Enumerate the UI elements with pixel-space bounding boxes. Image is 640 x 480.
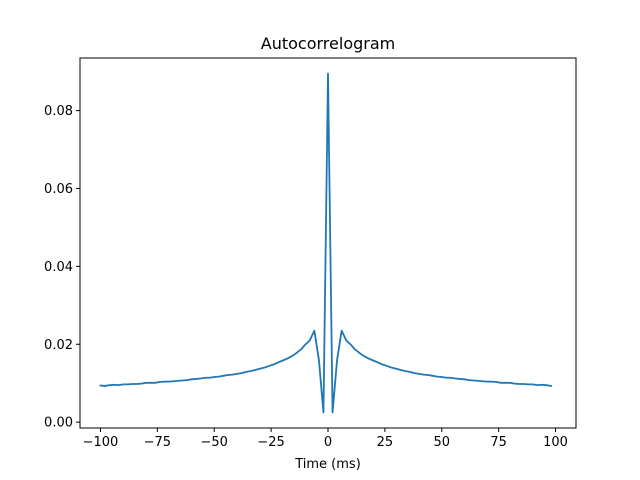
- series-layer: [99, 72, 553, 414]
- y-tick-label: 0.08: [44, 104, 73, 119]
- y-tick-label: 0.04: [44, 260, 73, 275]
- x-tick-label: 25: [377, 435, 394, 450]
- x-tick-label: 0: [324, 435, 332, 450]
- y-tick-label: 0.00: [44, 416, 73, 431]
- x-axis: −100 −75 −50 −25 0 25 50 75 100: [83, 428, 568, 450]
- series-line-0: [99, 72, 553, 414]
- chart-title: Autocorrelogram: [261, 34, 395, 53]
- plot-area: [79, 57, 577, 429]
- x-tick-label: 75: [490, 435, 507, 450]
- x-axis-label: Time (ms): [294, 457, 361, 472]
- y-tick-label: 0.06: [44, 182, 73, 197]
- y-tick-label: 0.02: [44, 338, 73, 353]
- x-tick-label: 50: [433, 435, 450, 450]
- x-tick-label: 100: [543, 435, 568, 450]
- x-tick-label: −50: [201, 435, 228, 450]
- x-tick-label: −75: [144, 435, 171, 450]
- x-tick-label: −100: [83, 435, 119, 450]
- y-axis: 0.00 0.02 0.04 0.06 0.08: [44, 104, 80, 431]
- x-tick-label: −25: [257, 435, 284, 450]
